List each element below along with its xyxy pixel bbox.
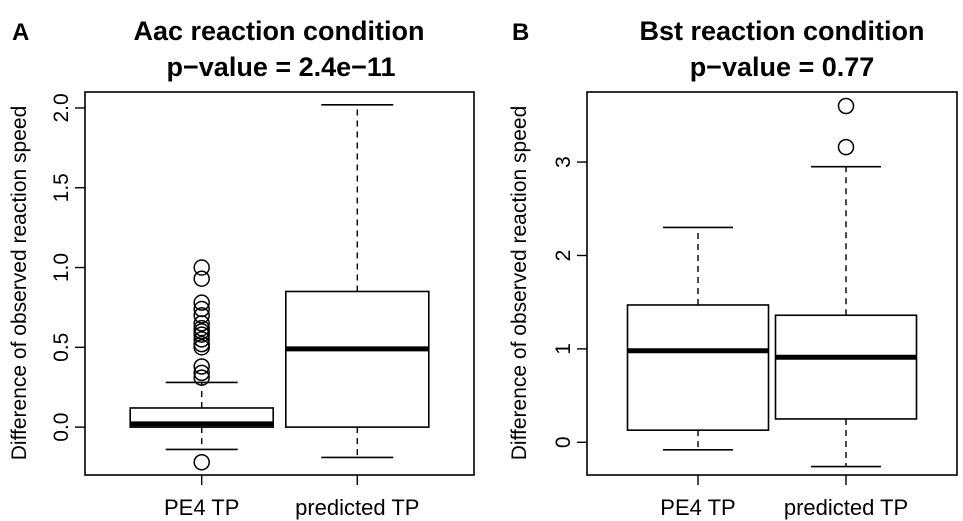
outlier-point: [193, 270, 210, 287]
y-tick-label: 1.5: [50, 173, 73, 202]
panel-b-plot-frame: [586, 91, 958, 476]
outlier-point: [193, 259, 210, 276]
box-group: [284, 103, 430, 459]
outlier-point: [193, 364, 210, 382]
panel-b: B Bst reaction condition p−value = 0.77 …: [508, 16, 958, 520]
panel-a-y-axis-label: Difference of observed reaction speed: [8, 106, 31, 461]
y-tick-label: 2.0: [50, 93, 73, 122]
outlier-point: [193, 294, 210, 311]
panel-b-letter: B: [512, 19, 529, 46]
outlier-point: [193, 331, 210, 348]
y-tick-label: 1: [552, 343, 575, 355]
y-tick-label: 0.0: [50, 413, 73, 442]
x-tick-label: predicted TP: [784, 495, 908, 520]
x-tick-label: PE4 TP: [164, 495, 239, 520]
x-tick-label: predicted TP: [295, 495, 419, 520]
outlier-point: [193, 358, 210, 375]
box-group: [129, 259, 274, 471]
panel-b-y-axis-label: Difference of observed reaction speed: [508, 106, 531, 461]
x-tick-label: PE4 TP: [660, 495, 735, 520]
y-tick-label: 3: [552, 156, 575, 168]
box-group: [774, 97, 918, 468]
panel-b-x-axis: PE4 TP predicted TP: [660, 475, 908, 520]
outlier-point: [193, 319, 210, 337]
outlier-point: [193, 335, 210, 353]
outlier-point: [193, 453, 210, 471]
panel-b-subtitle: p−value = 0.77: [690, 52, 875, 82]
y-tick-label: 0.5: [50, 333, 73, 362]
iqr-box: [774, 314, 918, 420]
y-tick-label: 1.0: [50, 253, 73, 282]
y-tick-label: 0: [552, 436, 575, 448]
panel-a-subtitle: p−value = 2.4e−11: [167, 52, 396, 82]
panel-a-x-axis: PE4 TP predicted TP: [164, 475, 419, 520]
panel-a-marks: [129, 103, 430, 471]
outlier-point: [193, 300, 210, 318]
panel-b-marks: [626, 97, 918, 468]
outlier-point: [193, 369, 210, 386]
iqr-box: [284, 290, 430, 428]
outlier-point: [837, 97, 855, 115]
panel-a-letter: A: [12, 19, 29, 46]
panel-b-y-axis: 0 1 2 3: [552, 156, 587, 448]
outlier-point: [193, 307, 210, 324]
y-tick-label: 2: [552, 250, 575, 262]
panel-b-title: Bst reaction condition: [639, 16, 924, 46]
panel-a-title: Aac reaction condition: [133, 16, 424, 46]
outlier-point: [837, 138, 855, 156]
panel-a-plot-frame: [84, 91, 475, 476]
box-group: [626, 226, 770, 451]
panel-a-y-axis: 0.0 0.5 1.0 1.5 2.0: [50, 93, 85, 442]
panel-a: A Aac reaction condition p−value = 2.4e−…: [8, 16, 475, 520]
iqr-box: [626, 304, 770, 431]
